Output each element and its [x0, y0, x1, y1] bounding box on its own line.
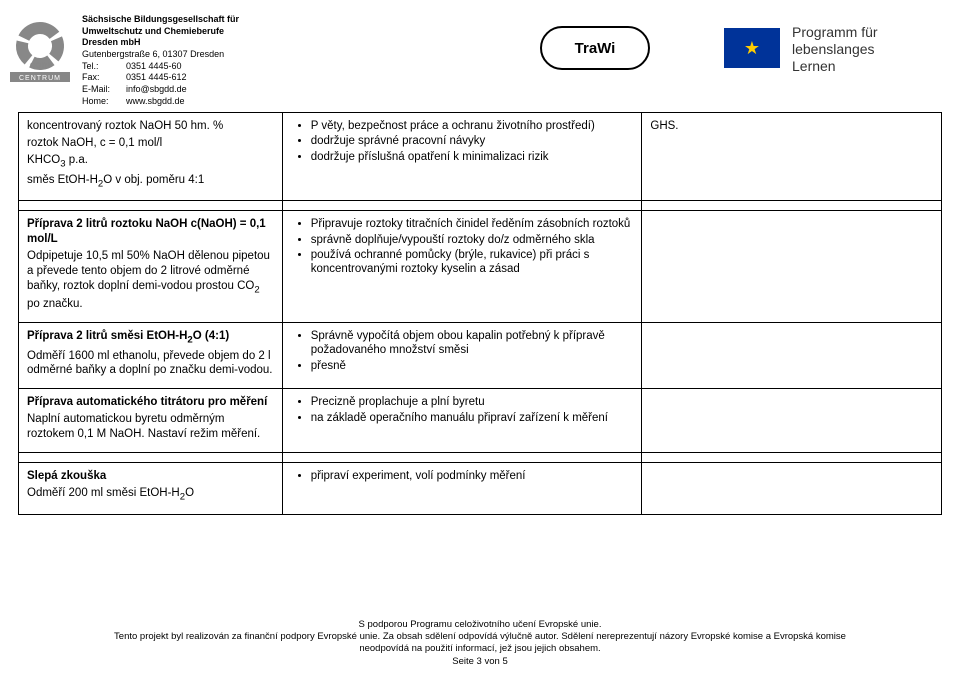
criteria-item: připraví experiment, volí podmínky měřen…	[311, 469, 634, 483]
table-row: Příprava automatického titrátoru pro měř…	[19, 389, 942, 453]
criteria-cell: připraví experiment, volí podmínky měřen…	[282, 463, 642, 515]
contact-value: www.sbgdd.de	[126, 96, 185, 108]
criteria-cell: Precizně proplachuje a plní byretu na zák…	[282, 389, 642, 453]
table-row: Slepá zkouškaOdměří 200 ml směsi EtOH-H2…	[19, 463, 942, 515]
notes-cell	[642, 389, 942, 453]
criteria-item: dodržuje příslušná opatření k minimaliza…	[311, 150, 634, 164]
eu-flag-icon: ★	[724, 28, 780, 68]
criteria-item: přesně	[311, 359, 634, 373]
footer-line: S podporou Programu celoživotního učení …	[0, 619, 960, 631]
criteria-item: správně doplňuje/vypouští roztoky do/z o…	[311, 233, 634, 247]
svg-text:CENTRUM: CENTRUM	[19, 75, 61, 82]
org-address: Sächsische Bildungsgesellschaft für Umwe…	[82, 14, 239, 108]
notes-cell	[642, 322, 942, 389]
org-line: Gutenbergstraße 6, 01307 Dresden	[82, 49, 239, 61]
table-row: Příprava 2 litrů směsi EtOH-H2O (4:1)Odm…	[19, 322, 942, 389]
com-centrum-logo: com CENTRUM	[10, 22, 70, 82]
criteria-item: používá ochranné pomůcky (brýle, rukavic…	[311, 248, 634, 277]
program-line: lebenslanges	[792, 41, 878, 58]
notes-cell	[642, 463, 942, 515]
criteria-item: P věty, bezpečnost práce a ochranu život…	[311, 119, 634, 133]
trawi-logo: TraWi	[540, 26, 650, 70]
org-line: Sächsische Bildungsgesellschaft für	[82, 14, 239, 26]
criteria-item: dodržuje správné pracovní návyky	[311, 134, 634, 148]
contact-label: E-Mail:	[82, 84, 126, 96]
contact-value: 0351 4445-60	[126, 61, 182, 73]
table-row: Příprava 2 litrů roztoku NaOH c(NaOH) = …	[19, 211, 942, 322]
footer-line: neodpovídá na použití informací, jež jso…	[0, 643, 960, 655]
table-row: koncentrovaný roztok NaOH 50 hm. %roztok…	[19, 113, 942, 201]
contact-label: Fax:	[82, 72, 126, 84]
contact-value: info@sbgdd.de	[126, 84, 187, 96]
criteria-cell: Správně vypočítá objem obou kapalin potř…	[282, 322, 642, 389]
task-cell: Příprava 2 litrů roztoku NaOH c(NaOH) = …	[19, 211, 283, 322]
org-line: Umweltschutz und Chemieberufe	[82, 26, 239, 38]
svg-text:com: com	[30, 60, 51, 71]
criteria-cell: Připravuje roztoky titračních činidel ře…	[282, 211, 642, 322]
page-footer: S podporou Programu celoživotního učení …	[0, 619, 960, 668]
org-line: Dresden mbH	[82, 37, 239, 49]
contact-label: Home:	[82, 96, 126, 108]
contact-value: 0351 4445-612	[126, 72, 187, 84]
footer-page-number: Seite 3 von 5	[0, 656, 960, 668]
footer-line: Tento projekt byl realizován za finanční…	[0, 631, 960, 643]
criteria-item: Připravuje roztoky titračních činidel ře…	[311, 217, 634, 231]
criteria-cell: P věty, bezpečnost práce a ochranu život…	[282, 113, 642, 201]
task-cell: Slepá zkouškaOdměří 200 ml směsi EtOH-H2…	[19, 463, 283, 515]
criteria-item: na základě operačního manuálu připraví z…	[311, 411, 634, 425]
task-cell: Příprava automatického titrátoru pro měř…	[19, 389, 283, 453]
criteria-item: Precizně proplachuje a plní byretu	[311, 395, 634, 409]
trawi-text: TraWi	[575, 40, 616, 57]
program-title: Programm für lebenslanges Lernen	[792, 24, 878, 74]
task-cell: Příprava 2 litrů směsi EtOH-H2O (4:1)Odm…	[19, 322, 283, 389]
contact-label: Tel.:	[82, 61, 126, 73]
notes-cell: GHS.	[642, 113, 942, 201]
program-line: Programm für	[792, 24, 878, 41]
content-table: koncentrovaný roztok NaOH 50 hm. %roztok…	[18, 112, 942, 515]
program-line: Lernen	[792, 58, 878, 75]
page-header: com CENTRUM Sächsische Bildungsgesellsch…	[0, 8, 960, 98]
criteria-item: Správně vypočítá objem obou kapalin potř…	[311, 329, 634, 358]
task-cell: koncentrovaný roztok NaOH 50 hm. %roztok…	[19, 113, 283, 201]
notes-cell	[642, 211, 942, 322]
